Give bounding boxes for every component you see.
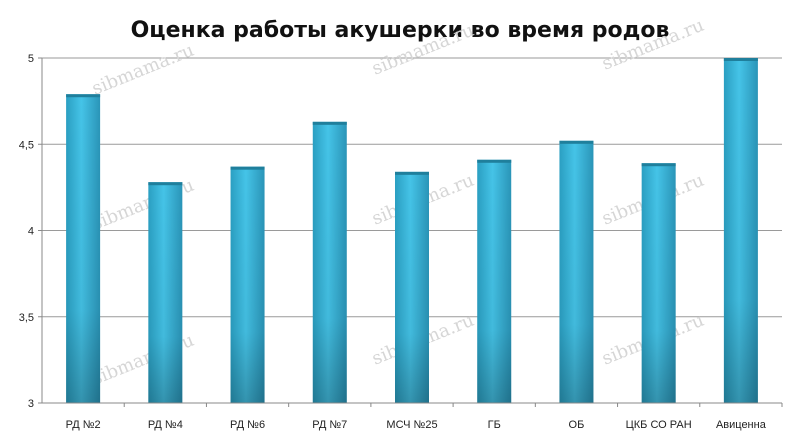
bar-shade [477, 159, 512, 403]
bar [723, 58, 758, 403]
bar-shade [66, 94, 101, 403]
bar-shade [559, 140, 594, 404]
x-tick-label: РД №2 [66, 419, 101, 431]
bar-top [477, 159, 512, 163]
x-tick-label: РД №6 [230, 419, 265, 431]
bar-shade [312, 121, 347, 403]
watermark: sibmama.ru [369, 20, 477, 80]
bar-top [641, 163, 676, 167]
x-tick-label: ОБ [569, 419, 585, 431]
bar-top [230, 166, 265, 170]
chart-title: Оценка работы акушерки во время родов [130, 18, 670, 43]
bar-top [559, 140, 594, 144]
bar [312, 121, 347, 403]
bar-shade [148, 182, 183, 403]
bar-top [395, 171, 429, 175]
x-tick-label: РД №4 [148, 419, 183, 431]
bar [477, 159, 512, 403]
watermark: sibmama.ru [89, 40, 197, 100]
x-tick-label: РД №7 [312, 419, 347, 431]
bar [66, 94, 101, 403]
bar-top [312, 121, 347, 125]
bar-top [148, 182, 183, 186]
bar [148, 182, 183, 403]
bar [641, 163, 676, 403]
x-tick-label: Авиценна [716, 419, 767, 431]
bar-top [66, 94, 101, 98]
bar-shade [723, 58, 758, 403]
bar-top [723, 58, 758, 61]
y-tick-label: 4 [28, 226, 34, 238]
bar-shade [395, 171, 429, 403]
bar [230, 166, 265, 403]
watermark: sibmama.ru [599, 15, 707, 75]
bar-shade [230, 166, 265, 403]
y-tick-label: 3 [28, 398, 34, 410]
y-tick-label: 4,5 [19, 139, 34, 151]
x-tick-label: МСЧ №25 [386, 419, 437, 431]
y-tick-label: 5 [28, 53, 34, 65]
bar-shade [641, 163, 676, 403]
y-tick-label: 3,5 [19, 312, 34, 324]
bar [395, 171, 429, 403]
x-tick-label: ГБ [488, 419, 501, 431]
x-tick-label: ЦКБ СО РАН [626, 419, 692, 431]
bar [559, 140, 594, 404]
